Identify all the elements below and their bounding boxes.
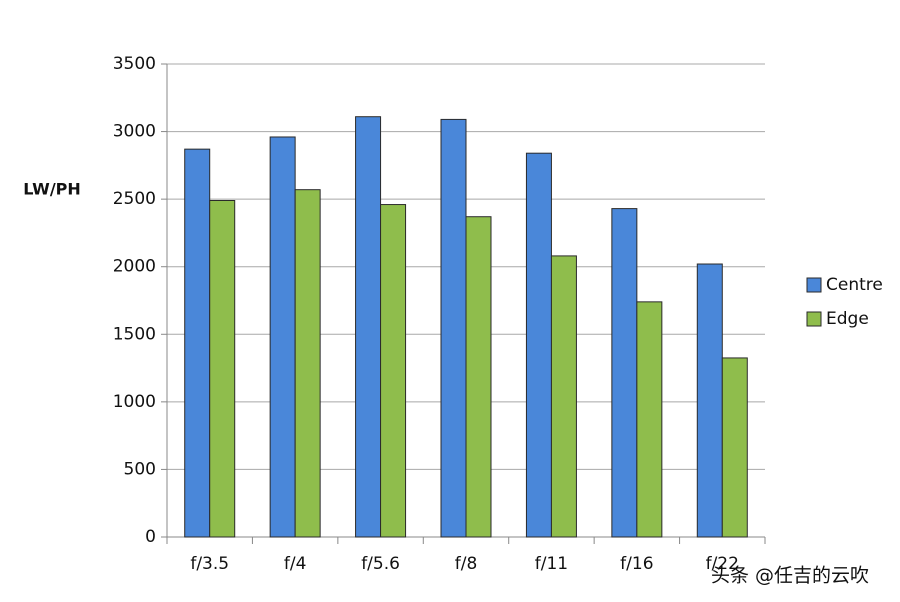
- x-tick-label: f/22: [706, 554, 739, 574]
- y-tick-label: 3000: [113, 122, 156, 142]
- bar: [440, 118, 467, 538]
- bar: [184, 148, 211, 538]
- y-tick-label: 1000: [113, 392, 156, 412]
- bar: [294, 189, 321, 538]
- bar: [636, 301, 663, 538]
- legend-label: Centre: [826, 275, 883, 295]
- y-tick-label: 2000: [113, 257, 156, 277]
- bar: [550, 255, 577, 538]
- legend-swatch: [806, 277, 822, 293]
- y-tick-label: 0: [145, 527, 156, 547]
- legend-swatch: [806, 311, 822, 327]
- bar: [525, 152, 552, 538]
- y-tick-label: 2500: [113, 189, 156, 209]
- y-tick-label: 500: [124, 459, 156, 479]
- legend-label: Edge: [826, 309, 869, 329]
- x-tick-label: f/16: [620, 554, 653, 574]
- watermark: 头条 @任吉的云吹: [711, 565, 869, 587]
- x-tick-label: f/5.6: [361, 554, 400, 574]
- bar: [355, 116, 382, 538]
- bar: [696, 263, 723, 538]
- y-axis-label: LW/PH: [23, 180, 81, 199]
- bar: [380, 204, 407, 538]
- x-tick-label: f/8: [455, 554, 478, 574]
- bar: [721, 357, 748, 538]
- bar: [465, 216, 492, 538]
- bar: [209, 199, 236, 538]
- x-tick-label: f/11: [535, 554, 568, 574]
- bar: [269, 136, 296, 538]
- x-tick-label: f/3.5: [190, 554, 229, 574]
- bar: [611, 208, 638, 538]
- x-tick-label: f/4: [284, 554, 307, 574]
- y-tick-label: 1500: [113, 324, 156, 344]
- y-tick-label: 3500: [113, 54, 156, 74]
